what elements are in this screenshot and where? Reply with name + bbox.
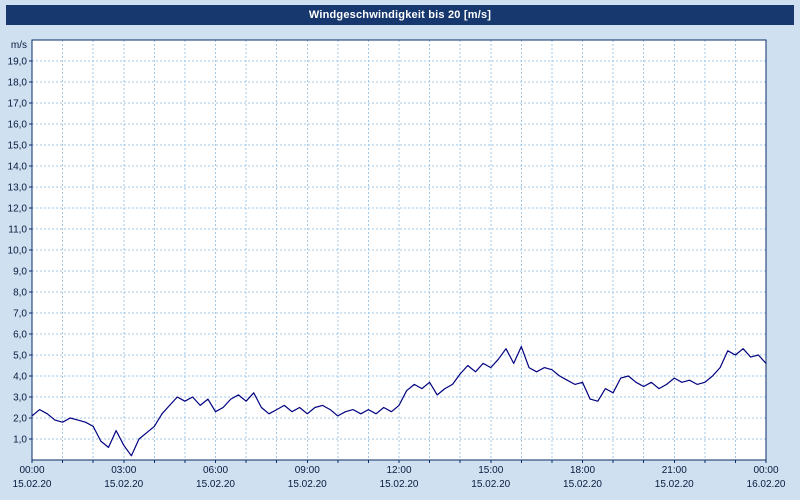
svg-text:16,0: 16,0 bbox=[8, 120, 28, 131]
wind-speed-line bbox=[31, 346, 767, 457]
svg-text:1,0: 1,0 bbox=[13, 435, 27, 446]
svg-text:7,0: 7,0 bbox=[13, 309, 27, 320]
svg-text:15,0: 15,0 bbox=[8, 141, 28, 152]
gridlines bbox=[32, 40, 766, 460]
svg-text:09:00: 09:00 bbox=[295, 465, 320, 476]
plot-border bbox=[31, 39, 767, 461]
svg-text:00:00: 00:00 bbox=[19, 465, 44, 476]
x-axis-labels: 00:00 15.02.20 03:00 15.02.20 06:00 15.02.20 0… bbox=[13, 465, 786, 490]
svg-text:4,0: 4,0 bbox=[13, 372, 27, 383]
svg-text:12,0: 12,0 bbox=[8, 204, 28, 215]
y-axis-labels: 1,0 2,0 3,0 4,0 5,0 6,0 7,0 8,0 9,0 10,0 11,0 12,0 1… bbox=[8, 40, 28, 446]
svg-text:14,0: 14,0 bbox=[8, 162, 28, 173]
svg-text:16.02.20: 16.02.20 bbox=[747, 479, 786, 490]
svg-text:21:00: 21:00 bbox=[662, 465, 687, 476]
y-axis-unit-label: m/s bbox=[11, 40, 27, 51]
svg-text:18:00: 18:00 bbox=[570, 465, 595, 476]
svg-text:13,0: 13,0 bbox=[8, 183, 28, 194]
svg-text:15.02.20: 15.02.20 bbox=[563, 479, 602, 490]
svg-text:15.02.20: 15.02.20 bbox=[471, 479, 510, 490]
svg-text:5,0: 5,0 bbox=[13, 351, 27, 362]
svg-text:18,0: 18,0 bbox=[8, 78, 28, 89]
svg-text:6,0: 6,0 bbox=[13, 330, 27, 341]
svg-text:15:00: 15:00 bbox=[478, 465, 503, 476]
svg-text:10,0: 10,0 bbox=[8, 246, 28, 257]
svg-text:17,0: 17,0 bbox=[8, 99, 28, 110]
chart-title: Windgeschwindigkeit bis 20 [m/s] bbox=[6, 5, 794, 25]
svg-text:9,0: 9,0 bbox=[13, 267, 27, 278]
svg-text:15.02.20: 15.02.20 bbox=[380, 479, 419, 490]
svg-text:00:00: 00:00 bbox=[753, 465, 778, 476]
svg-text:15.02.20: 15.02.20 bbox=[196, 479, 235, 490]
svg-text:12:00: 12:00 bbox=[386, 465, 411, 476]
svg-text:15.02.20: 15.02.20 bbox=[104, 479, 143, 490]
svg-text:11,0: 11,0 bbox=[8, 225, 27, 236]
svg-text:3,0: 3,0 bbox=[13, 393, 27, 404]
svg-text:15.02.20: 15.02.20 bbox=[13, 479, 52, 490]
svg-text:2,0: 2,0 bbox=[13, 414, 27, 425]
svg-text:15.02.20: 15.02.20 bbox=[655, 479, 694, 490]
svg-text:15.02.20: 15.02.20 bbox=[288, 479, 327, 490]
svg-text:03:00: 03:00 bbox=[111, 465, 136, 476]
svg-text:06:00: 06:00 bbox=[203, 465, 228, 476]
svg-text:8,0: 8,0 bbox=[13, 288, 27, 299]
svg-text:19,0: 19,0 bbox=[8, 57, 28, 68]
